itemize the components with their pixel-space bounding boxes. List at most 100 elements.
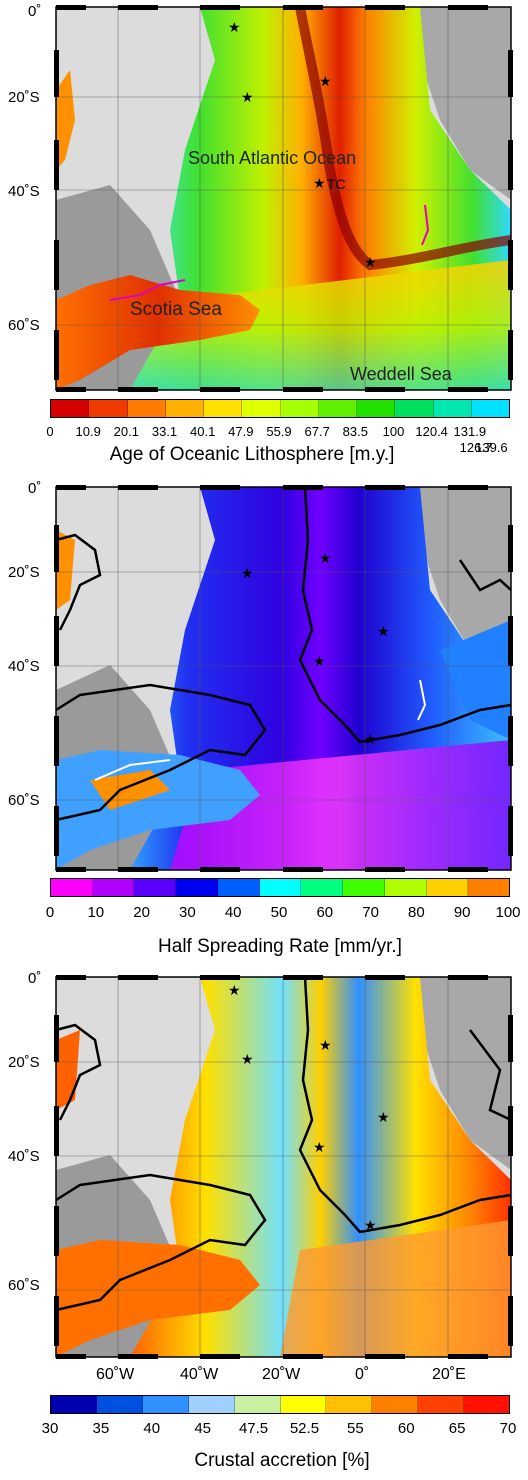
lat-label-40s: 40˚S: [8, 183, 40, 200]
accretion-map: ★ ★ ★ ★ ★ ★: [54, 975, 513, 1359]
svg-text:★: ★: [364, 731, 377, 747]
colorbar-tick-label: 40.1: [190, 424, 216, 439]
colorbar-tick-label: 47.5: [238, 1420, 269, 1437]
svg-text:★: ★: [377, 623, 390, 639]
colorbar-segment: [318, 400, 357, 417]
colorbar-tick-label: 100: [382, 424, 405, 439]
colorbar-segment: [464, 1396, 510, 1413]
colorbar-tick-label: 10: [87, 904, 105, 921]
svg-text:★: ★: [313, 175, 326, 191]
accretion-colorbar-title: Crustal accretion [%]: [194, 1450, 370, 1471]
lon-label-40w: 40˚W: [180, 1366, 219, 1383]
svg-text:★: ★: [377, 1109, 390, 1125]
colorbar-segment: [426, 879, 469, 896]
colorbar-segment: [259, 879, 302, 896]
colorbar-tick-label: 40: [143, 1420, 161, 1437]
colorbar-segment: [188, 1396, 235, 1413]
colorbar-segment: [165, 400, 204, 417]
colorbar-tick-label: 70: [499, 1420, 517, 1437]
lat-label-40s: 40˚S: [8, 1148, 40, 1165]
svg-text:★: ★: [228, 982, 241, 998]
accretion-panel: ★ ★ ★ ★ ★ ★ 0˚ 20˚S 40˚S 60˚S 60˚W 40˚W …: [0, 970, 528, 1480]
lat-label-20s: 20˚S: [8, 1054, 40, 1071]
colorbar-segment: [204, 400, 243, 417]
colorbar-tick-label: 120.4: [415, 424, 448, 439]
place-label-atlantic: South Atlantic Ocean: [188, 148, 357, 168]
frame-ticks: [54, 5, 513, 392]
colorbar-segment: [418, 1396, 465, 1413]
colorbar-segment: [51, 400, 90, 417]
place-label-scotia: Scotia Sea: [130, 299, 222, 320]
colorbar-tick-label: 50: [270, 904, 288, 921]
colorbar-segment: [395, 400, 434, 417]
site-stars: ★ ★ ★ ★ ★: [228, 19, 377, 270]
svg-text:★: ★: [319, 550, 332, 566]
place-label-weddell: Weddell Sea: [350, 364, 452, 384]
colorbar-segment: [471, 400, 509, 417]
colorbar-segment: [280, 1396, 327, 1413]
colorbar-segment: [134, 879, 177, 896]
colorbar-segment: [357, 400, 396, 417]
lat-label-60s: 60˚S: [8, 792, 40, 809]
colorbar-segment: [384, 879, 427, 896]
colorbar-tick-label: 90: [453, 904, 471, 921]
colorbar-segment: [217, 879, 260, 896]
colorbar-segment: [127, 400, 166, 417]
svg-text:★: ★: [241, 1051, 254, 1067]
colorbar-tick-label: 0: [45, 904, 55, 921]
age-colorbar-title: Age of Oceanic Lithosphere [m.y.]: [109, 444, 395, 465]
svg-text:★: ★: [313, 653, 326, 669]
colorbar-tick-label: 70: [362, 904, 379, 921]
colorbar-tick-label: 55: [346, 1420, 364, 1437]
lat-label-20s: 20˚S: [8, 89, 40, 106]
spreading-colorbar-title: Half Spreading Rate [mm/yr.]: [158, 936, 402, 957]
lat-label-40s: 40˚S: [8, 658, 40, 675]
colorbar-tick-label: 52.5: [289, 1420, 320, 1437]
svg-text:★: ★: [319, 73, 332, 89]
age-map: ★ ★ ★ ★ ★: [54, 5, 513, 392]
colorbar-segment: [89, 400, 128, 417]
svg-text:★: ★: [313, 1139, 326, 1155]
colorbar-tick-label: 67.7: [304, 424, 330, 439]
colorbar-segment: [301, 879, 344, 896]
lon-label-60w: 60˚W: [96, 1366, 135, 1383]
svg-text:★: ★: [319, 1037, 332, 1053]
colorbar-tick-label: 40: [224, 904, 242, 921]
colorbar-tick-label: 10.9: [75, 424, 101, 439]
place-label-tc: TC: [327, 176, 346, 192]
colorbar-tick-label: 20.1: [113, 424, 139, 439]
colorbar-tick-label: 126.7: [459, 440, 493, 455]
lon-label-0: 0˚: [355, 1366, 370, 1383]
lat-label-60s: 60˚S: [8, 1277, 40, 1294]
colorbar-tick-label: 30: [179, 904, 196, 921]
colorbar-tick-label: 47.9: [228, 424, 254, 439]
colorbar-segment: [92, 879, 135, 896]
colorbar-segment: [176, 879, 218, 896]
colorbar-segment: [51, 879, 93, 896]
colorbar-tick-label: 131.9: [453, 424, 487, 439]
colorbar-segment: [51, 1396, 97, 1413]
svg-text:★: ★: [364, 1217, 377, 1233]
lon-label-20w: 20˚W: [262, 1366, 301, 1383]
svg-text:★: ★: [241, 565, 254, 581]
colorbar-tick-label: 139.6: [475, 440, 508, 455]
colorbar-tick-label: 83.5: [342, 424, 368, 439]
colorbar-tick-label: 65: [448, 1420, 466, 1437]
colorbar-tick-label: 35: [92, 1420, 110, 1437]
spreading-colorbar: [50, 878, 510, 897]
colorbar-segment: [433, 400, 472, 417]
colorbar-tick-label: 55.9: [266, 424, 292, 439]
colorbar-segment: [372, 1396, 419, 1413]
colorbar-tick-label: 80: [408, 904, 425, 921]
colorbar-segment: [326, 1396, 373, 1413]
colorbar-segment: [242, 400, 281, 417]
age-panel: ★ ★ ★ ★ ★ 0˚ 20˚S 40˚S 60˚S South Atlant…: [0, 0, 528, 480]
lat-label-0: 0˚: [28, 480, 42, 497]
lat-label-0: 0˚: [28, 3, 42, 20]
svg-text:★: ★: [228, 19, 241, 35]
colorbar-segment: [343, 879, 385, 896]
svg-text:★: ★: [241, 89, 254, 105]
spreading-panel: ★ ★ ★ ★ ★ 0˚ 20˚S 40˚S 60˚S 0 10 20 30 40 50 6…: [0, 480, 528, 970]
accretion-colorbar: [50, 1395, 510, 1414]
lat-label-0: 0˚: [28, 970, 42, 987]
